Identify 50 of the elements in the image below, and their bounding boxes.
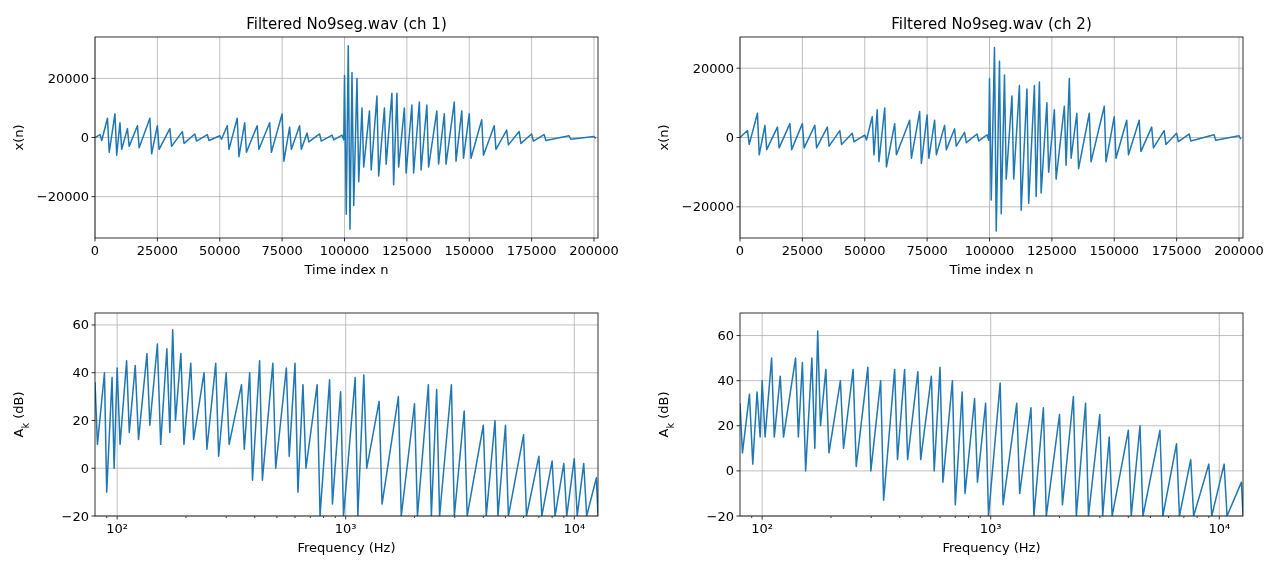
line-series	[740, 46, 1242, 232]
x-tick-label: 100000	[319, 243, 370, 258]
x-tick-label: 75000	[261, 243, 303, 258]
y-tick-label: 0	[725, 463, 734, 479]
y-axis-title: x(n)	[11, 124, 26, 151]
x-tick-label: 10³	[334, 521, 357, 536]
x-tick-label: 100000	[964, 243, 1015, 258]
y-tick-label: 20	[72, 413, 89, 429]
y-tick-label: 20000	[692, 60, 734, 76]
x-tick-label: 175000	[506, 243, 557, 258]
y-tick-label: 0	[80, 130, 89, 146]
x-tick-label: 150000	[444, 243, 495, 258]
x-tick-label: 10²	[751, 521, 774, 536]
y-tick-label: −20000	[36, 189, 89, 205]
y-tick-label: 0	[725, 130, 734, 146]
chart-title: Filtered No9seg.wav (ch 1)	[246, 15, 447, 33]
y-tick-label: 0	[80, 460, 89, 476]
y-tick-label: 60	[72, 317, 89, 333]
x-tick-label: 50000	[199, 243, 241, 258]
x-tick-label: 0	[90, 243, 100, 258]
y-tick-label: 60	[717, 328, 734, 344]
x-axis-title: Frequency (Hz)	[297, 540, 396, 555]
x-tick-label: 125000	[382, 243, 432, 258]
y-tick-label: 40	[717, 373, 734, 389]
x-tick-label: 10⁴	[1208, 521, 1231, 536]
x-tick-label: 0	[735, 243, 745, 258]
y-axis-title: x(n)	[656, 124, 671, 151]
y-tick-label: −20	[706, 508, 734, 524]
x-tick-label: 25000	[136, 243, 179, 258]
x-tick-label: 50000	[844, 243, 886, 258]
x-tick-label: 200000	[1214, 243, 1264, 258]
chart-title: Filtered No9seg.wav (ch 2)	[891, 15, 1092, 33]
x-tick-label: 10⁴	[563, 521, 586, 536]
x-tick-label: 200000	[569, 243, 619, 258]
y-tick-label: 40	[72, 365, 89, 381]
line-series	[95, 45, 597, 230]
y-tick-label: 20	[717, 418, 734, 434]
x-tick-label: 150000	[1089, 243, 1140, 258]
x-axis-title: Frequency (Hz)	[942, 540, 1041, 555]
x-tick-label: 125000	[1027, 243, 1077, 258]
y-tick-label: −20	[61, 508, 89, 524]
x-tick-label: 75000	[906, 243, 948, 258]
y-tick-label: −20000	[681, 199, 734, 215]
x-tick-label: 175000	[1151, 243, 1202, 258]
x-tick-label: 10³	[979, 521, 1002, 536]
x-axis-title: Time index n	[948, 262, 1034, 277]
y-tick-label: 20000	[47, 70, 89, 86]
x-tick-label: 10²	[106, 521, 129, 536]
x-axis-title: Time index n	[303, 262, 389, 277]
x-tick-label: 25000	[781, 243, 824, 258]
